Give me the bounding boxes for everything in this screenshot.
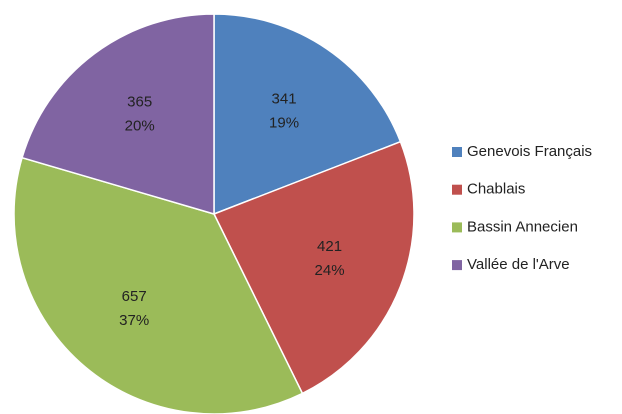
percent-label: 24% bbox=[315, 262, 345, 279]
pie-slice bbox=[13, 156, 304, 414]
legend-swatch bbox=[452, 260, 462, 271]
legend-swatch bbox=[452, 184, 462, 195]
value-label: 365 bbox=[127, 94, 152, 111]
legend-label: Vallée de l'Arve bbox=[467, 256, 570, 273]
percent-label: 20% bbox=[125, 118, 155, 135]
legend-label: Bassin Annecien bbox=[467, 218, 578, 235]
legend-label: Genevois Français bbox=[467, 143, 592, 160]
value-label: 421 bbox=[317, 238, 342, 255]
value-label: 341 bbox=[272, 91, 297, 108]
percent-label: 19% bbox=[269, 115, 299, 132]
pie-slice bbox=[213, 13, 402, 216]
legend-swatch bbox=[452, 147, 462, 157]
pie-slice bbox=[21, 13, 215, 216]
value-label: 657 bbox=[122, 288, 147, 305]
legend-label: Chablais bbox=[467, 181, 525, 198]
legend-swatch bbox=[452, 222, 462, 233]
pie-slice bbox=[212, 140, 415, 395]
percent-label: 37% bbox=[119, 312, 149, 329]
